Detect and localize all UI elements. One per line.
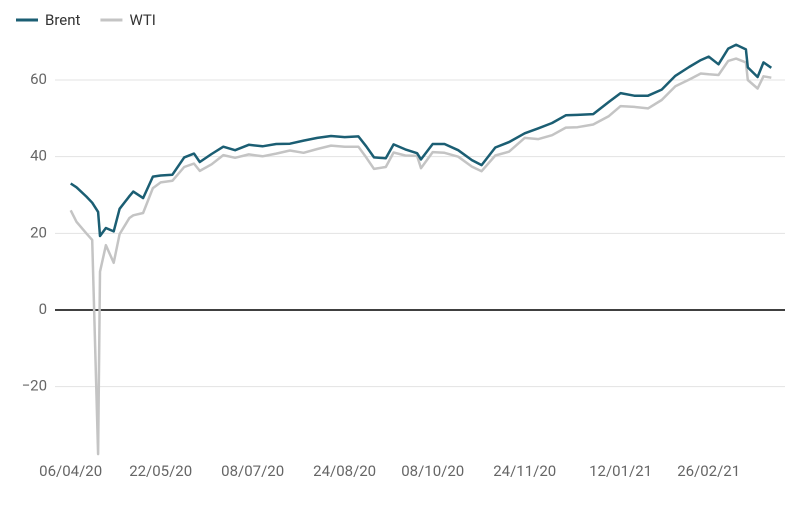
x-tick-label: 06/04/20 [39, 462, 102, 480]
x-tick-label: 22/05/20 [129, 462, 192, 480]
y-tick-label: 40 [30, 147, 47, 165]
x-tick-label: 08/10/20 [401, 462, 464, 480]
y-tick-label: 0 [39, 300, 47, 318]
x-tick-label: 24/11/20 [493, 462, 556, 480]
x-tick-label: 26/02/21 [677, 462, 740, 480]
x-tick-label: 08/07/20 [221, 462, 284, 480]
y-tick-label: 60 [30, 70, 47, 88]
y-tick-label: 20 [30, 223, 47, 241]
legend-label: Brent [45, 11, 81, 29]
legend-label: WTI [129, 11, 155, 29]
x-tick-label: 12/01/21 [589, 462, 652, 480]
x-tick-label: 24/08/20 [313, 462, 376, 480]
series-line [70, 43, 773, 238]
series-line [69, 57, 772, 456]
y-tick-label: −20 [22, 377, 47, 395]
